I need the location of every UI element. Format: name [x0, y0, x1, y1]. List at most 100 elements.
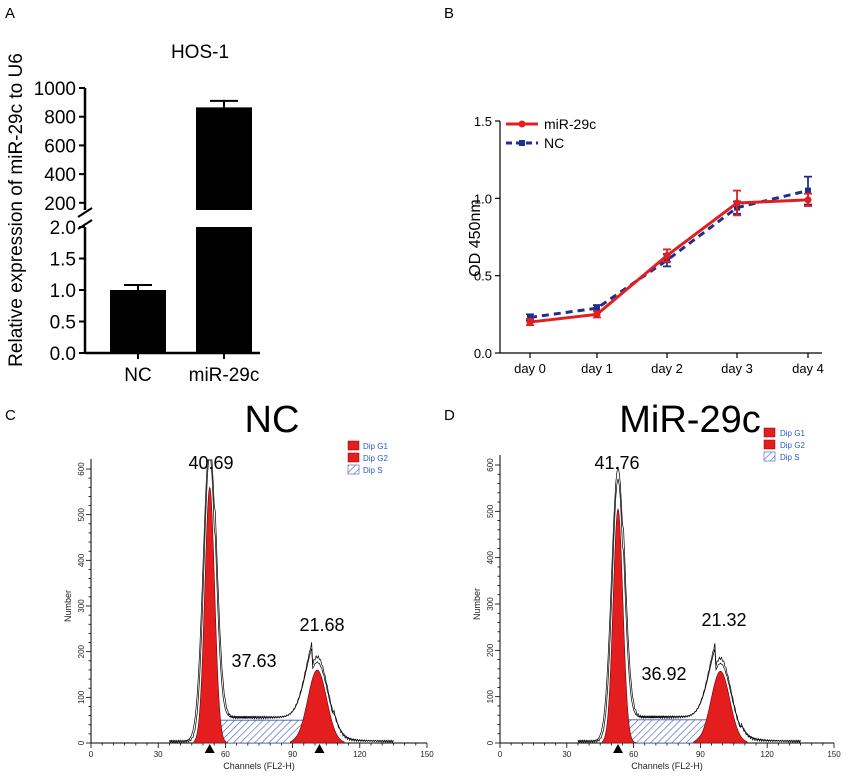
x-tick-label: 120 [353, 750, 367, 759]
y-tick-label: 0.5 [474, 269, 492, 284]
chart-c-title: NC [245, 399, 300, 441]
chart-a-axes: 0.0 0.5 1.0 1.5 2.0 200 400 600 800 1000 NC miR-29c [34, 79, 260, 386]
chart-d: MiR-29c 0 100 200 300 400 500 600 0 30 60 90 120 150… [472, 399, 841, 771]
legend-label-g1: Dip G1 [780, 429, 805, 438]
x-tick-label: day 2 [651, 361, 683, 376]
x-tick-label: 150 [827, 750, 841, 759]
y-tick-label: 0 [486, 740, 495, 745]
x-tick-label: 150 [420, 750, 434, 759]
bar-miR-29c-upper [196, 107, 252, 210]
chart-b-lines [526, 175, 812, 327]
chart-a-bars [110, 99, 252, 353]
y-tick-label: 1.5 [50, 250, 76, 271]
bar-NC [110, 290, 166, 353]
dip-g1-peak [602, 508, 637, 744]
legend-label-mir29c: miR-29c [544, 116, 596, 132]
y-tick-label: 0.0 [50, 344, 76, 365]
x-tick-label: 120 [761, 750, 775, 759]
chart-c-legend: Dip G1 Dip G2 Dip S [347, 440, 388, 475]
x-tick-label: day 0 [514, 361, 546, 376]
legend-label-g1: Dip G1 [363, 442, 388, 451]
legend-swatch-g2 [763, 439, 776, 450]
chart-c-plot: 0 100 200 300 400 500 600 0 30 60 90 120 150 Channels… [63, 459, 434, 771]
x-tick-label: day 3 [721, 361, 753, 376]
x-tick-label: 30 [154, 750, 163, 759]
y-tick-label: 500 [486, 504, 495, 518]
peak-marker [314, 744, 325, 753]
y-axis-label: Number [472, 588, 482, 620]
y-tick-label: 600 [77, 462, 86, 476]
y-tick-label: 2.0 [50, 218, 76, 239]
x-tick-label: day 1 [581, 361, 613, 376]
legend-swatch-g1 [763, 427, 776, 438]
chart-d-plot: 0 100 200 300 400 500 600 0 30 60 90 120 150 Channels… [472, 455, 841, 771]
legend-swatch-g2 [347, 452, 360, 463]
histogram-trace [169, 459, 394, 744]
x-tick-label: 0 [89, 750, 94, 759]
annotation-c-g2: 21.68 [299, 615, 344, 635]
y-tick-label: 0 [77, 740, 86, 745]
series-nc-point [805, 187, 811, 194]
y-tick-label: 300 [77, 599, 86, 613]
chart-c: NC 0 100 200 300 400 500 600 0 30 60 90 120 150 Chann… [63, 399, 434, 771]
series-nc-point [594, 305, 600, 312]
y-tick-label: 100 [486, 689, 495, 703]
legend-swatch-g1 [347, 440, 360, 451]
x-tick-label: 0 [498, 750, 503, 759]
x-tick-label: 60 [629, 750, 638, 759]
y-tick-label: 800 [44, 108, 76, 129]
annotation-d-g2: 21.32 [701, 610, 746, 630]
x-axis-label: Channels (FL2-H) [631, 761, 703, 771]
legend-label-g2: Dip G2 [363, 454, 388, 463]
bar-miR-29c-lower [196, 227, 252, 353]
histogram-trace [577, 466, 801, 744]
y-tick-label: 200 [486, 643, 495, 657]
series-mir29c-point [593, 310, 601, 318]
chart-b-ylabel: OD 450nm [467, 199, 484, 276]
y-tick-label: 1.5 [474, 114, 492, 129]
histogram-trace [169, 459, 394, 744]
y-tick-label: 1.0 [50, 281, 76, 302]
x-axis-label: Channels (FL2-H) [223, 761, 295, 771]
axis-break-mark [77, 207, 93, 218]
panel-label-d: D [444, 407, 455, 424]
y-tick-label: 0.0 [474, 346, 492, 361]
panel-label-a: A [5, 5, 15, 22]
x-tick-label: miR-29c [189, 365, 260, 386]
y-tick-label: 200 [44, 194, 76, 215]
y-tick-label: 300 [486, 597, 495, 611]
series-nc-point [527, 314, 533, 321]
y-tick-label: 1000 [34, 79, 76, 100]
y-tick-label: 400 [486, 550, 495, 564]
chart-d-title: MiR-29c [619, 399, 760, 441]
legend-label-s: Dip S [363, 466, 383, 475]
y-tick-label: 100 [77, 690, 86, 704]
x-tick-label: day 4 [792, 361, 824, 376]
y-tick-label: 1.0 [474, 191, 492, 206]
panel-label-c: C [5, 407, 16, 424]
series-mir29c-point [733, 199, 741, 207]
y-axis-label: Number [63, 590, 73, 622]
dip-g2-peak [693, 670, 748, 744]
x-tick-label: NC [124, 365, 151, 386]
x-tick-label: 90 [288, 750, 297, 759]
dip-g2-peak [290, 669, 345, 744]
y-tick-label: 400 [44, 165, 76, 186]
y-tick-label: 600 [486, 458, 495, 472]
histogram-trace [577, 478, 801, 744]
series-mir29c-point [663, 252, 671, 260]
chart-b-legend: miR-29c NC [506, 116, 596, 151]
legend-swatch-s [347, 464, 360, 475]
legend-label-nc: NC [544, 135, 564, 151]
x-tick-label: 30 [562, 750, 571, 759]
y-tick-label: 0.5 [50, 313, 76, 334]
series-mir29c-point [526, 318, 534, 326]
chart-a-title: HOS-1 [171, 42, 229, 63]
chart-a-ylabel: Relative expression of miR-29c to U6 [6, 53, 27, 367]
y-tick-label: 500 [77, 507, 86, 521]
legend-marker-mir29c [518, 120, 526, 128]
y-tick-label: 400 [77, 553, 86, 567]
legend-swatch-s [763, 451, 776, 462]
annotation-d-g1: 41.76 [594, 453, 639, 473]
